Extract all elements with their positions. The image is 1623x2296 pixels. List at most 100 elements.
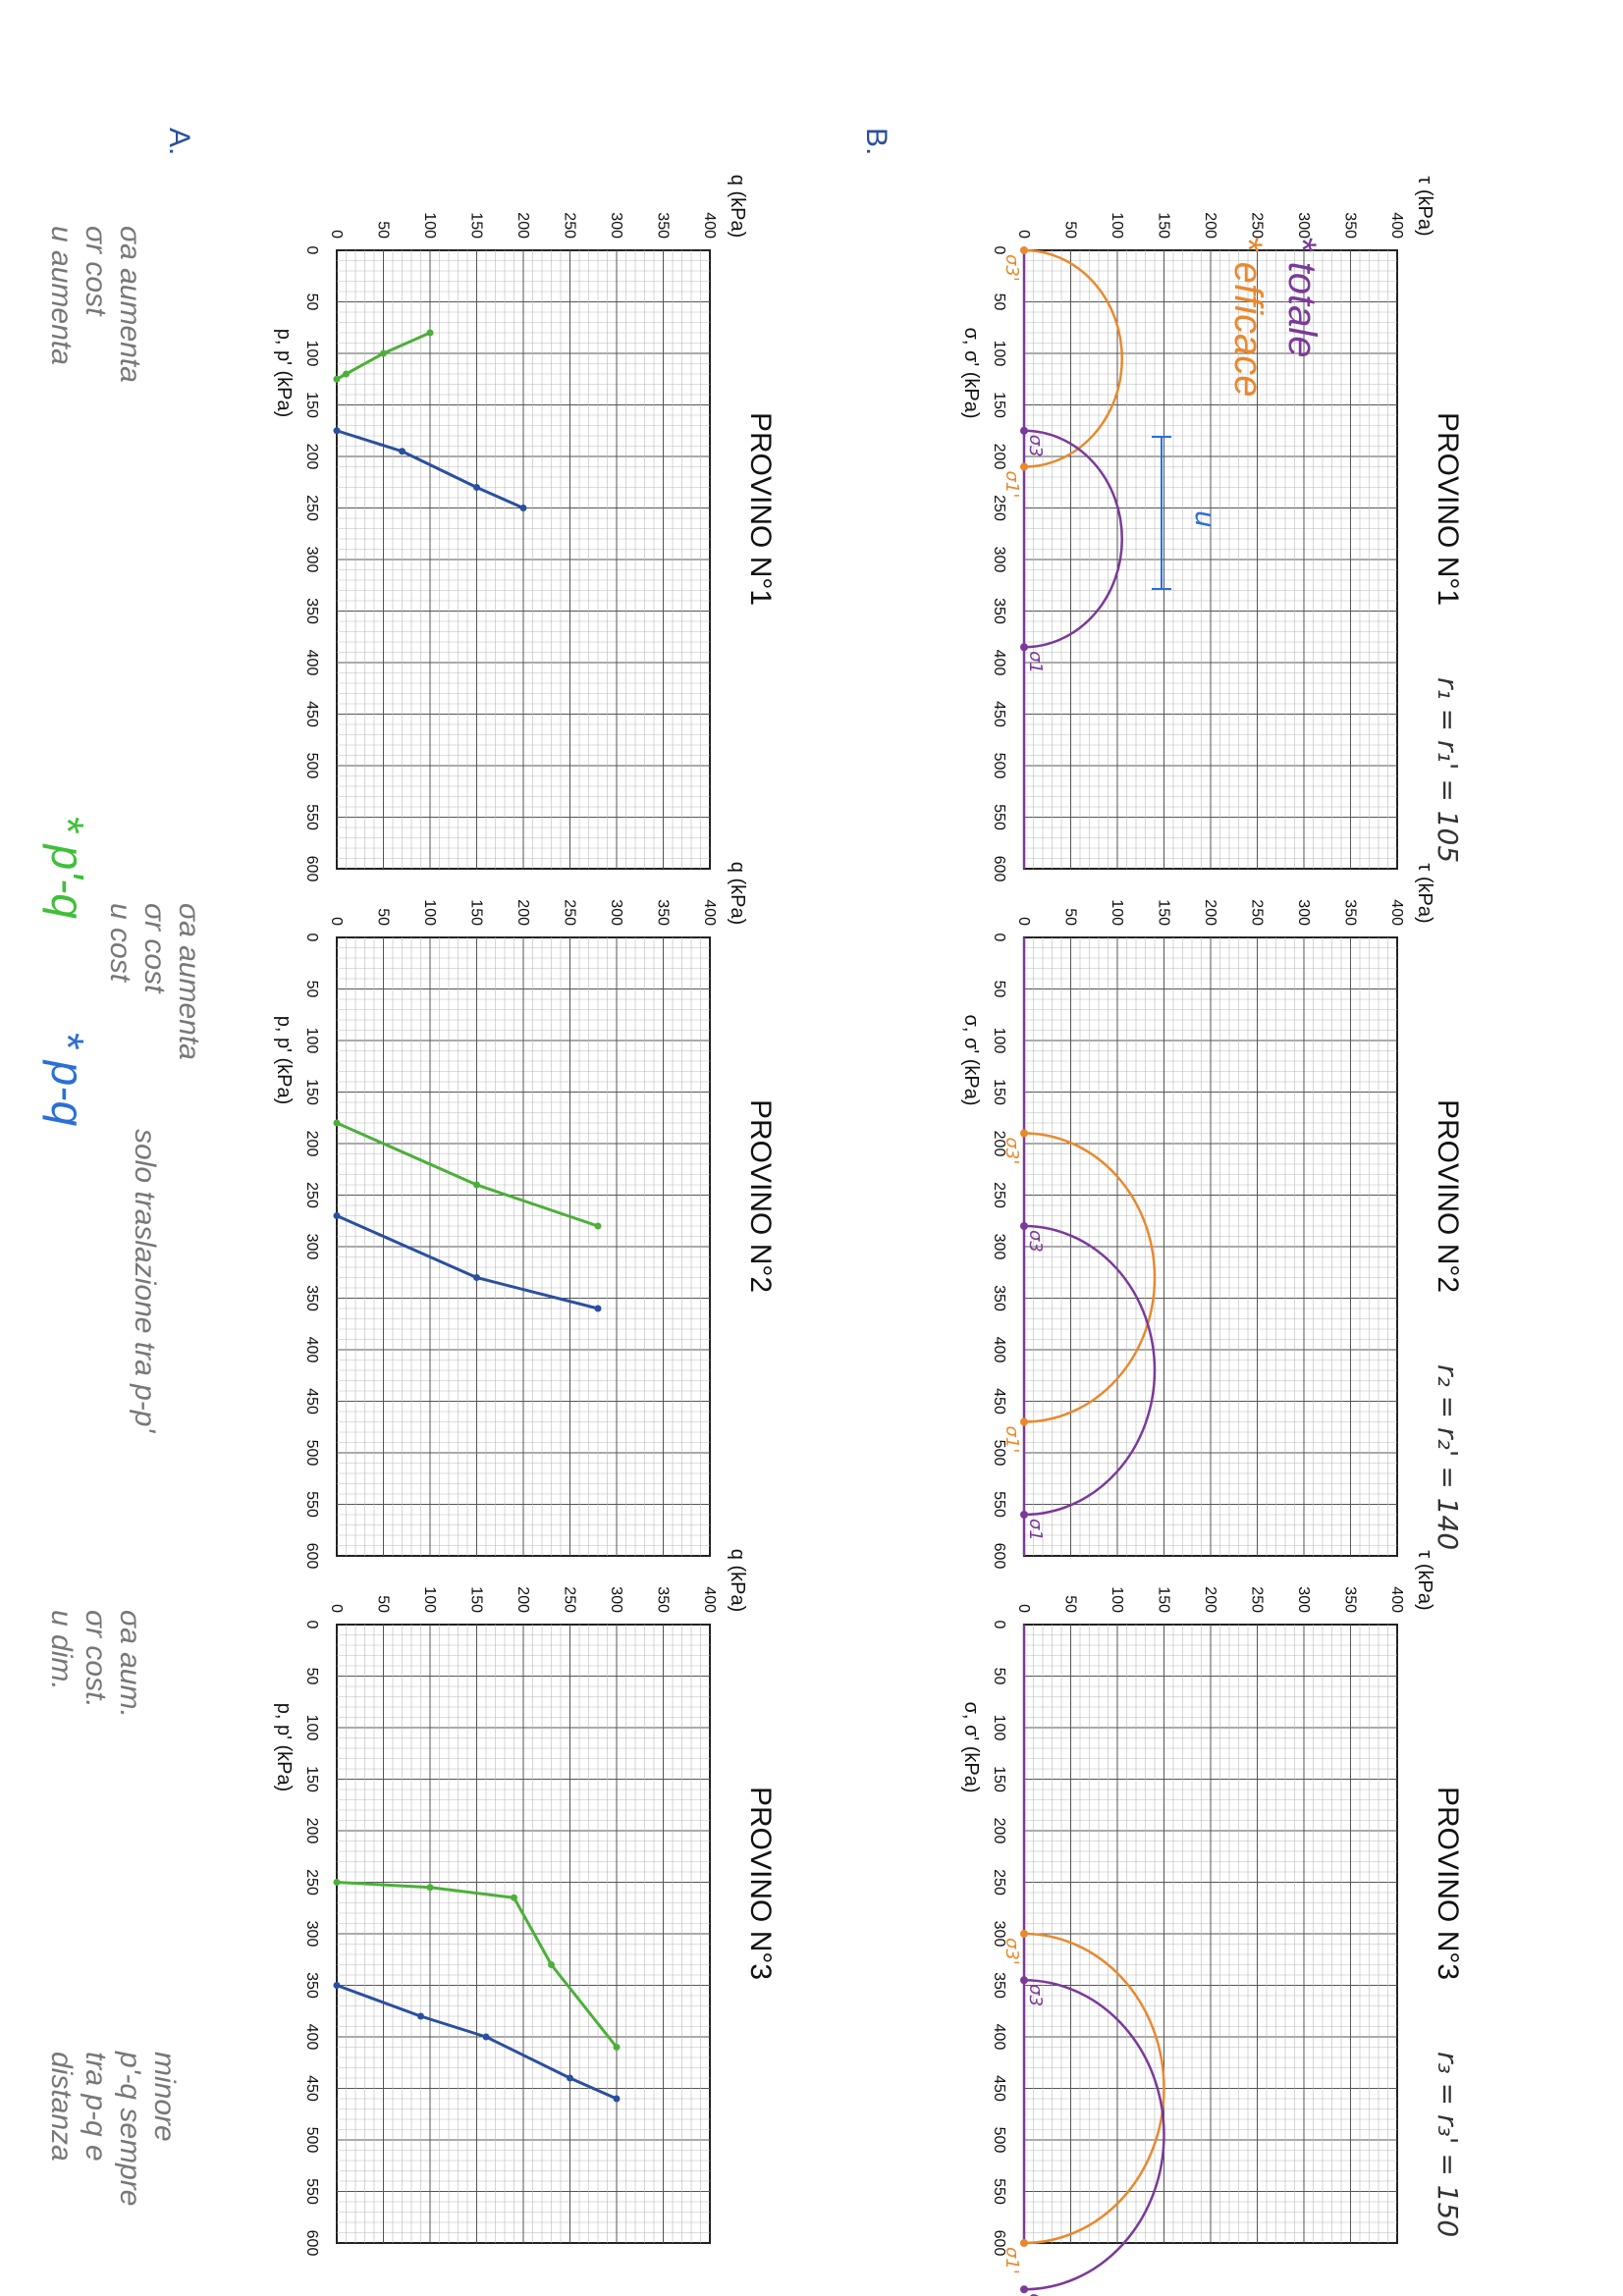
y-tick-label: 250 [1249,1586,1266,1613]
sigma1-label-efficace: σ1' [1001,1426,1022,1454]
y-tick-label: 50 [375,908,392,926]
x-tick-label: 500 [303,2127,320,2154]
mohr-chart-provino-1: 0 50 100 150 200 250 300 350 400 450 500 550 600 0 50 1… [960,176,1464,881]
mohr-circle-totale [1023,1979,1165,2291]
sigma3-label-efficace: σ3' [1001,1138,1022,1165]
note-3-line-3: σa aum. [114,1610,146,1718]
x-tick-label: 250 [303,1182,320,1208]
note-1-line-3: σa aumenta [114,226,146,383]
sigma3-label-totale: σ3 [1025,1230,1046,1253]
x-tick-label: 350 [303,598,320,624]
y-tick-label: 400 [1388,212,1405,239]
sigma1-point-totale [1020,1511,1028,1519]
sigma3-label-efficace: σ3' [1001,254,1022,282]
x-tick-label: 250 [303,1869,320,1896]
x-axis-label: p, p' (kPa) [273,1016,295,1105]
x-tick-label: 150 [991,1079,1007,1105]
chart-title: PROVINO N°1 [744,412,777,606]
y-axis-label: τ (kPa) [1414,863,1435,923]
y-tick-label: 100 [1109,1586,1125,1613]
y-tick-label: 150 [468,212,485,239]
x-tick-label: 600 [991,2230,1007,2257]
note-2-line-3: σa aumenta [173,903,205,1060]
x-axis-label: σ, σ' (kPa) [960,328,982,419]
mohr-circle-efficace [1023,1132,1157,1423]
x-tick-label: 300 [991,547,1007,573]
y-tick-label: 50 [1062,908,1079,926]
y-axis-label: q (kPa) [727,1549,748,1612]
note-3b-line-4: minore [148,2052,181,2142]
grid-2 [337,1625,710,2243]
data-point-blue [333,1212,341,1219]
sigma1-label-efficace: σ1' [1001,471,1022,499]
x-tick-label: 400 [303,650,320,676]
y-tick-label: 250 [562,1586,578,1613]
legend-mohr: * efficace * totale [1226,236,1324,398]
y-tick-label: 350 [655,212,672,239]
x-tick-label: 500 [303,753,320,779]
grid-5 [1024,1625,1397,2243]
x-tick-label: 200 [303,444,320,470]
data-point-blue [594,1305,602,1312]
note-2-line-1: u cost [104,903,136,984]
y-tick-label: 350 [1342,899,1359,926]
x-tick-label: 550 [303,2178,320,2205]
sigma1-label-efficace: σ1' [1001,2247,1022,2274]
pq-chart-provino-2: 0 50 100 150 200 250 300 350 400 450 500 550 600 0 50 1… [273,862,777,1570]
x-tick-label: 0 [991,246,1007,255]
x-tick-label: 350 [991,1285,1007,1311]
y-tick-label: 300 [608,1586,624,1613]
y-tick-label: 350 [1342,212,1359,239]
y-tick-label: 200 [514,1586,531,1613]
data-point-blue [399,448,406,455]
mohr-chart-provino-3: 0 50 100 150 200 250 300 350 400 450 500 550 600 0 50 1… [960,1550,1464,2296]
legend-efficace: * efficace [1226,236,1270,398]
x-tick-label: 400 [303,1337,320,1363]
y-tick-label: 200 [1202,1586,1218,1613]
grid-3 [1024,250,1397,869]
x-tick-label: 500 [991,753,1007,779]
y-tick-label: 250 [562,212,578,239]
x-tick-label: 100 [303,341,320,367]
sigma1-label-totale: σ1 [1025,1519,1046,1541]
x-tick-label: 0 [991,934,1007,942]
x-tick-label: 450 [303,1388,320,1415]
data-point-green [426,329,434,337]
x-tick-label: 550 [303,1491,320,1518]
x-tick-label: 600 [991,856,1007,882]
x-tick-label: 400 [991,1337,1007,1363]
data-point-blue [333,427,341,435]
x-tick-label: 200 [991,1131,1007,1157]
x-tick-label: 0 [303,934,320,942]
data-point-green [473,1181,480,1189]
x-axis-label: p, p' (kPa) [273,329,295,418]
x-tick-label: 0 [991,1621,1007,1629]
y-tick-label: 150 [468,899,485,926]
note-3b-line-2: tra p-q e [80,2052,112,2162]
y-tick-label: 400 [701,1586,718,1613]
note-3b-line-3: p'-q sempre [114,2051,146,2206]
y-tick-label: 350 [1342,1586,1359,1613]
y-tick-label: 100 [1109,899,1125,926]
y-tick-label: 0 [328,1604,345,1613]
sigma1-point-totale [1020,2285,1028,2294]
y-tick-label: 400 [1388,899,1405,926]
sigma1-point-efficace [1020,462,1028,471]
note-3-line-1: u dim. [45,1610,78,1690]
x-tick-label: 250 [303,495,320,521]
y-tick-label: 200 [1202,899,1218,926]
x-axis-label: p, p' (kPa) [273,1703,295,1792]
pq-chart-provino-1: 0 50 100 150 200 250 300 350 400 450 500 550 600 0 50 1… [273,175,777,882]
y-tick-label: 250 [1249,212,1266,239]
sigma1-point-efficace [1020,1417,1028,1426]
y-tick-label: 0 [328,230,345,239]
x-tick-label: 100 [303,1715,320,1741]
sigma3-point-totale [1020,1976,1028,1985]
legend-pq: * p'-q * p-q [42,815,93,1127]
y-tick-label: 150 [1156,1586,1172,1613]
grid-4 [1024,937,1397,1556]
data-point-blue [333,1982,341,1989]
chart-title: PROVINO N°3 [1432,1787,1464,1980]
y-tick-label: 100 [421,1586,438,1613]
